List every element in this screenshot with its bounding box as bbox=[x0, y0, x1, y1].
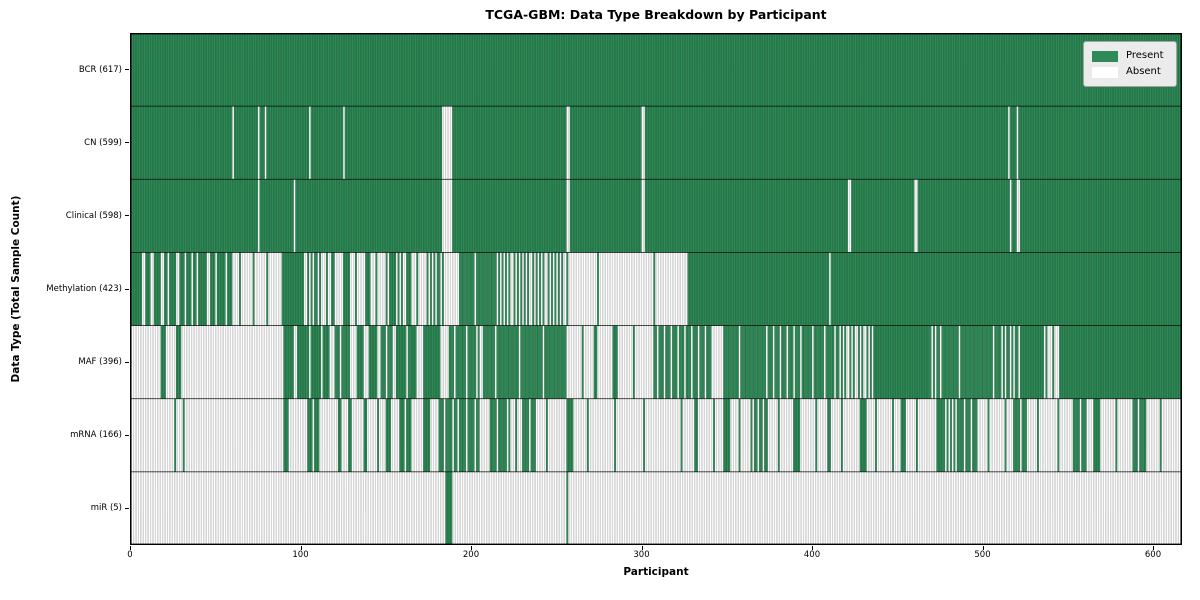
y-tick-mark bbox=[125, 69, 129, 71]
x-tick-mark bbox=[300, 546, 302, 550]
y-tick-mark bbox=[125, 361, 129, 363]
legend-present-swatch bbox=[1092, 50, 1118, 62]
y-tick-label-mRNA: mRNA (166) bbox=[70, 430, 122, 441]
y-axis-label: Data Type (Total Sample Count) bbox=[10, 195, 22, 383]
x-tick-label-600: 600 bbox=[1144, 550, 1162, 560]
y-tick-label-BCR: BCR (617) bbox=[78, 64, 122, 75]
x-tick-mark bbox=[641, 546, 643, 550]
legend-absent-label: Absent bbox=[1126, 66, 1161, 77]
y-tick-label-Clinical: Clinical (598) bbox=[65, 210, 122, 221]
legend-row-absent: Absent bbox=[1092, 64, 1168, 80]
x-tick-mark bbox=[130, 546, 131, 550]
y-tick-mark bbox=[125, 434, 129, 436]
x-tick-mark bbox=[471, 546, 472, 550]
x-tick-label-100: 100 bbox=[292, 550, 309, 560]
y-tick-mark bbox=[125, 142, 129, 144]
legend: Present Absent bbox=[1083, 41, 1177, 87]
y-tick-label-CN: CN (599) bbox=[84, 137, 122, 148]
x-tick-label-300: 300 bbox=[633, 550, 650, 560]
legend-present-label: Present bbox=[1126, 50, 1164, 61]
x-tick-mark bbox=[1153, 546, 1154, 550]
y-tick-label-MAF: MAF (396) bbox=[78, 357, 122, 368]
y-tick-label-Methylation: Methylation (423) bbox=[46, 284, 122, 294]
x-tick-label-500: 500 bbox=[974, 550, 991, 560]
x-tick-label-400: 400 bbox=[803, 550, 821, 560]
y-tick-mark bbox=[125, 215, 129, 217]
y-tick-mark bbox=[125, 288, 129, 290]
x-axis-label: Participant bbox=[623, 566, 689, 578]
x-tick-label-0: 0 bbox=[127, 550, 133, 560]
y-tick-mark bbox=[125, 507, 129, 509]
y-tick-label-miR: miR (5) bbox=[90, 503, 122, 514]
legend-row-present: Present bbox=[1092, 48, 1168, 64]
x-tick-mark bbox=[982, 546, 984, 550]
heatmap-canvas bbox=[130, 33, 1182, 545]
legend-absent-swatch bbox=[1092, 66, 1118, 78]
x-tick-label-200: 200 bbox=[462, 550, 480, 560]
x-tick-mark bbox=[812, 546, 813, 550]
chart-title: TCGA-GBM: Data Type Breakdown by Partici… bbox=[485, 7, 827, 22]
